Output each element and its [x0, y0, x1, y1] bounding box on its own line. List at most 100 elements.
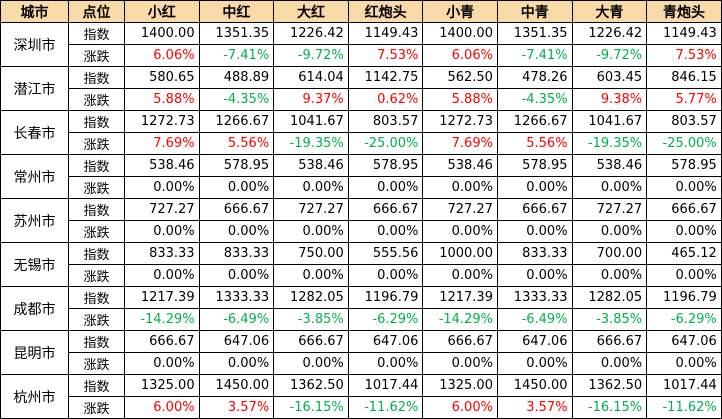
index-value-cell: 750.00 — [273, 242, 349, 265]
row-type-cell: 涨跌 — [68, 220, 125, 243]
index-value-cell: 1000.00 — [422, 242, 498, 265]
change-value-cell: 0.00% — [124, 264, 200, 287]
change-value-cell: 6.00% — [124, 396, 200, 419]
change-value-cell: 0.00% — [273, 264, 349, 287]
header-xiaoqing: 小青 — [422, 0, 498, 23]
index-value-cell: 1226.42 — [571, 22, 648, 45]
table-row-change: 涨跌 5.88% -4.35% 9.37% 0.62% 5.88% -4.35% 9.38% 5… — [1, 88, 722, 111]
table-row-change: 涨跌 0.00% 0.00% 0.00% 0.00% 0.00% 0.00% 0.00% 0.0… — [1, 264, 722, 287]
index-value-cell: 580.65 — [124, 66, 200, 89]
index-value-cell: 666.67 — [422, 330, 498, 353]
change-value-cell: 5.88% — [422, 88, 498, 111]
index-value-cell: 727.27 — [124, 198, 200, 221]
city-name-cell: 潜江市 — [0, 66, 69, 111]
index-value-cell: 1226.42 — [273, 22, 349, 45]
header-xiaohong: 小红 — [124, 0, 200, 23]
index-value-cell: 647.06 — [347, 330, 424, 353]
city-name-cell: 长春市 — [0, 110, 69, 155]
change-value-cell: -7.41% — [496, 44, 573, 67]
index-value-cell: 1017.44 — [347, 374, 424, 397]
change-value-cell: -25.00% — [347, 132, 424, 155]
change-value-cell: 6.00% — [422, 396, 498, 419]
row-type-cell: 涨跌 — [68, 44, 125, 67]
change-value-cell: 0.00% — [124, 352, 200, 375]
index-value-cell: 1266.67 — [496, 110, 573, 133]
index-value-cell: 833.33 — [124, 242, 200, 265]
row-type-cell: 涨跌 — [68, 396, 125, 419]
index-value-cell: 666.67 — [646, 198, 722, 221]
index-value-cell: 1217.39 — [124, 286, 200, 309]
change-value-cell: 0.00% — [571, 264, 648, 287]
table-row-change: 涨跌 6.06% -7.41% -9.72% 7.53% 6.06% -7.41% -9.72… — [1, 44, 722, 67]
city-name-cell: 常州市 — [0, 154, 69, 199]
index-value-cell: 614.04 — [273, 66, 349, 89]
index-value-cell: 1282.05 — [571, 286, 648, 309]
index-value-cell: 1266.67 — [198, 110, 275, 133]
table-row-index: 长春市 指数 1272.73 1266.67 1041.67 803.57 1272.73 1… — [0, 110, 722, 155]
change-value-cell: 0.00% — [422, 176, 498, 199]
city-name-cell: 无锡市 — [0, 242, 69, 287]
change-value-cell: -6.49% — [496, 308, 573, 331]
change-value-cell: -25.00% — [646, 132, 722, 155]
table-row-change: 涨跌 0.00% 0.00% 0.00% 0.00% 0.00% 0.00% 0.00% 0.0… — [1, 352, 722, 375]
index-value-cell: 578.95 — [646, 154, 722, 177]
index-value-cell: 666.67 — [496, 198, 573, 221]
index-value-cell: 1450.00 — [496, 374, 573, 397]
table-row-index: 苏州市 指数 727.27 666.67 727.27 666.67 727.27 666.6… — [0, 198, 722, 243]
index-value-cell: 727.27 — [571, 198, 648, 221]
change-value-cell: 9.37% — [273, 88, 349, 111]
change-value-cell: 0.00% — [124, 176, 200, 199]
index-value-cell: 538.46 — [571, 154, 648, 177]
change-value-cell: -14.29% — [422, 308, 498, 331]
change-value-cell: 0.00% — [646, 220, 722, 243]
table-row-index: 成都市 指数 1217.39 1333.33 1282.05 1196.79 1217.39… — [0, 286, 722, 331]
row-type-cell: 指数 — [68, 198, 125, 221]
change-value-cell: 0.00% — [198, 264, 275, 287]
index-value-cell: 488.89 — [198, 66, 275, 89]
table-row-change: 涨跌 6.00% 3.57% -16.15% -11.62% 6.00% 3.57% -16.… — [1, 396, 722, 419]
change-value-cell: -6.49% — [198, 308, 275, 331]
index-value-cell: 1196.79 — [646, 286, 722, 309]
index-value-cell: 603.45 — [571, 66, 648, 89]
change-value-cell: -6.29% — [347, 308, 424, 331]
table-row-index: 昆明市 指数 666.67 647.06 666.67 647.06 666.67 647.0… — [0, 330, 722, 375]
table-row-change: 涨跌 0.00% 0.00% 0.00% 0.00% 0.00% 0.00% 0.00% 0.0… — [1, 176, 722, 199]
index-value-cell: 1333.33 — [496, 286, 573, 309]
change-value-cell: 0.00% — [646, 264, 722, 287]
change-value-cell: 0.00% — [422, 264, 498, 287]
header-zhonghong: 中红 — [198, 0, 275, 23]
row-type-cell: 指数 — [68, 66, 125, 89]
index-value-cell: 538.46 — [273, 154, 349, 177]
table-row-index: 常州市 指数 538.46 578.95 538.46 578.95 538.46 578.9… — [0, 154, 722, 199]
index-value-cell: 1217.39 — [422, 286, 498, 309]
change-value-cell: 5.56% — [496, 132, 573, 155]
index-value-cell: 1325.00 — [124, 374, 200, 397]
row-type-cell: 指数 — [68, 22, 125, 45]
change-value-cell: 5.56% — [198, 132, 275, 155]
table-row-change: 涨跌 -14.29% -6.49% -3.85% -6.29% -14.29% -6.49%… — [1, 308, 722, 331]
city-name-cell: 昆明市 — [0, 330, 69, 375]
row-type-cell: 涨跌 — [68, 132, 125, 155]
change-value-cell: 0.00% — [422, 220, 498, 243]
index-value-cell: 1333.33 — [198, 286, 275, 309]
change-value-cell: -4.35% — [198, 88, 275, 111]
change-value-cell: 0.00% — [496, 176, 573, 199]
index-value-cell: 1272.73 — [124, 110, 200, 133]
index-value-cell: 1362.50 — [571, 374, 648, 397]
change-value-cell: 3.57% — [198, 396, 275, 419]
index-value-cell: 727.27 — [273, 198, 349, 221]
change-value-cell: 0.00% — [496, 264, 573, 287]
change-value-cell: 7.69% — [124, 132, 200, 155]
index-value-cell: 1400.00 — [124, 22, 200, 45]
table-row-change: 涨跌 7.69% 5.56% -19.35% -25.00% 7.69% 5.56% -19.… — [1, 132, 722, 155]
index-value-cell: 1196.79 — [347, 286, 424, 309]
index-value-cell: 727.27 — [422, 198, 498, 221]
change-value-cell: -9.72% — [571, 44, 648, 67]
change-value-cell: 0.00% — [347, 352, 424, 375]
change-value-cell: 0.00% — [646, 352, 722, 375]
table-row-index: 无锡市 指数 833.33 833.33 750.00 555.56 1000.00 833.… — [0, 242, 722, 287]
index-value-cell: 538.46 — [422, 154, 498, 177]
index-value-cell: 1041.67 — [273, 110, 349, 133]
row-type-cell: 涨跌 — [68, 264, 125, 287]
change-value-cell: -7.41% — [198, 44, 275, 67]
